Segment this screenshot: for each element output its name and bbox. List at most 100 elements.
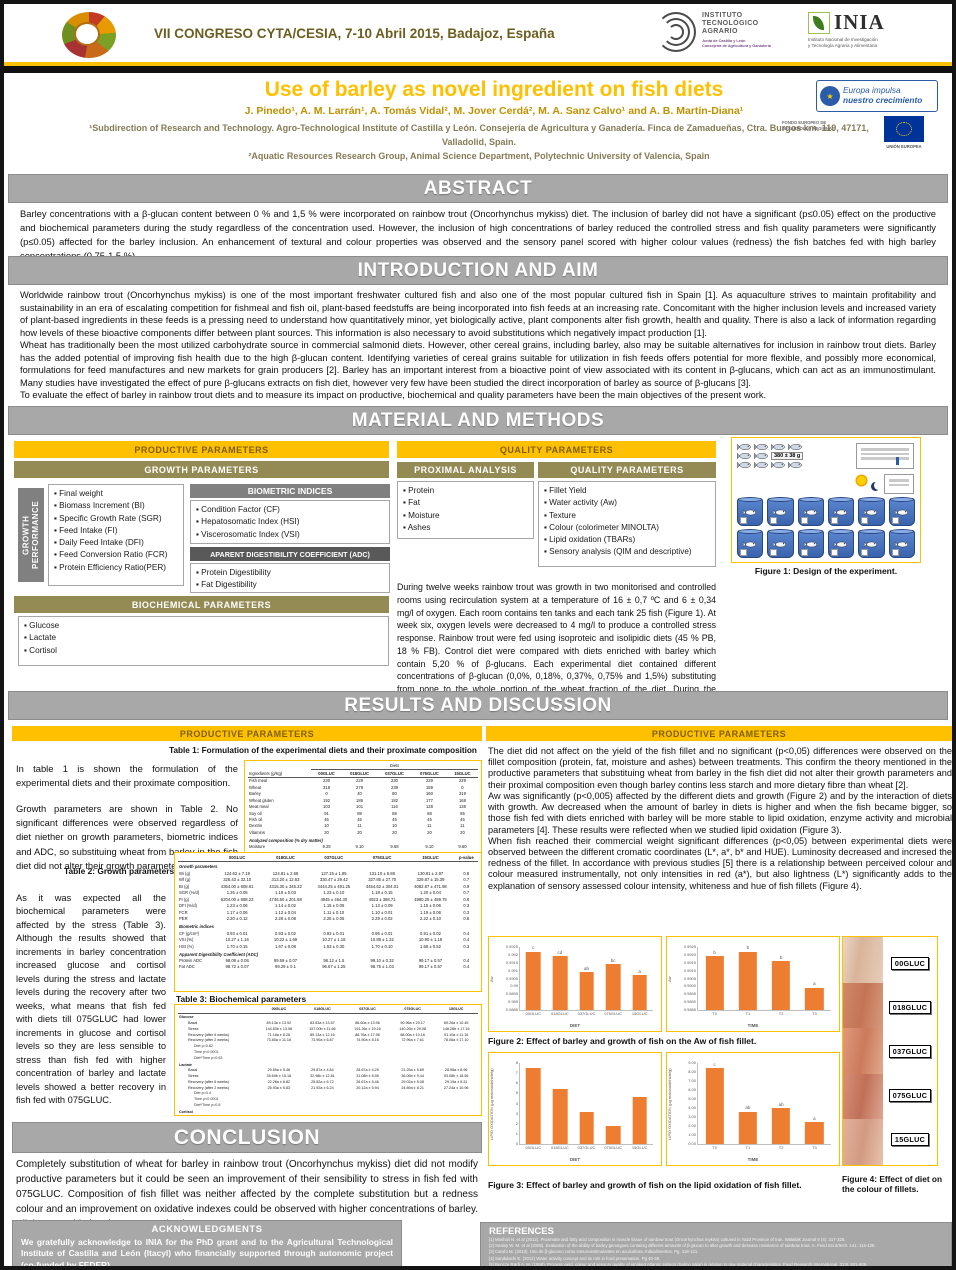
list-item: ▪ Lipid oxidation (TBARs) <box>544 535 636 545</box>
figure4-fillets: 00GLUC 018GLUC 037GLUC 075GLUC 15GLUC <box>842 936 938 1166</box>
eu-stars-icon: ★ <box>820 86 840 106</box>
europa-line1: Europa impulsa <box>843 85 901 96</box>
inia-sub1: Instituto Nacional de Investigación <box>808 37 878 42</box>
results-left-text: In table 1 is shown the formulation of t… <box>16 762 238 873</box>
results-left-p3: As it was expected all the biochemical p… <box>16 893 166 1106</box>
fish-icon <box>771 443 786 451</box>
results-right-p3: When fish reached their commercial weigh… <box>488 835 952 891</box>
methods-heading: MATERIAL AND METHODS <box>8 406 948 435</box>
fillet-photo-037gluc <box>843 1028 883 1074</box>
tank-icon <box>737 529 764 558</box>
list-item: [1] Mashaii N. et al (2012). Proximate a… <box>489 1237 846 1242</box>
chart-bar: c <box>525 946 541 1010</box>
introduction-text: Worldwide rainbow trout (Oncorhynchus my… <box>20 289 936 402</box>
adc-list: ▪ Protein Digestibility ▪ Fat Digestibili… <box>190 563 390 593</box>
table3: 00GLUC 018GLUC 037GLUC 075GLUC 15GLUC Glucose… <box>174 1004 482 1116</box>
chart-bar <box>605 1125 621 1144</box>
table2-caption: Table 2: Growth parameters <box>64 866 175 876</box>
chart-bar: c <box>705 1062 724 1144</box>
biochemical-list: ▪ Glucose ▪ Lactate ▪ Cortisol <box>18 616 389 666</box>
list-item: ▪ Specific Growth Rate (SGR) <box>54 513 162 523</box>
list-item: ▪ Protein <box>403 486 435 495</box>
list-item: ▪ Colour (colorimeter MINOLTA) <box>544 522 659 532</box>
references-box: REFERENCES [1] Mashaii N. et al (2012). … <box>480 1222 952 1266</box>
list-item: ▪ Final weight <box>54 489 103 498</box>
fillet-diet-label: 00GLUC <box>890 956 930 970</box>
results-heading: RESULTS AND DISCUSSION <box>8 691 948 720</box>
x-axis-label: DIET <box>569 1156 581 1162</box>
fish-icon <box>737 452 752 460</box>
growth-performance-label: GROWTH PERFORMANCE <box>18 488 44 582</box>
results-left-p2: Growth parameters are shown in Table 2. … <box>16 803 238 871</box>
list-item: ▪ Viscerosomatic Index (VSI) <box>196 529 300 539</box>
adc-band: APARENT DIGESTIBILITY COEFFICIENT (ADC) <box>190 547 390 561</box>
chart-bar: cd <box>552 950 568 1010</box>
chart-bar: a <box>805 1116 824 1144</box>
list-item: ▪ Protein Efficiency Ratio(PER) <box>54 562 166 572</box>
affiliation-2: ²Aquatic Resources Research Group, Anima… <box>248 151 710 161</box>
data-table: 00GLUC 018GLUC 037GLUC 075GLUC 15GLUC p-value… <box>178 855 478 971</box>
tank-icon <box>767 497 794 526</box>
eu-label: UNIÓN EUROPEA <box>886 144 922 149</box>
chart-bar: ab <box>738 1106 758 1144</box>
list-item: ▪ Feed Intake (FI) <box>54 525 118 535</box>
aw-by-diet-chart: Aw 0.9885 0.989 0.9895 0.99 0.9905 0.991 0.9915… <box>488 936 662 1032</box>
list-item: ▪ Biomass Increment (BI) <box>54 501 145 511</box>
productive-parameters-band: PRODUCTIVE PARAMETERS <box>14 441 389 458</box>
results-right-text: The diet did not affect on the yield of … <box>488 746 952 892</box>
fish-icon <box>737 443 752 451</box>
photoperiod-box <box>884 474 914 494</box>
list-item: ▪ Condition Factor (CF) <box>196 505 280 514</box>
acknowledgments-heading: ACKNOWLEDGMENTS <box>151 1224 263 1235</box>
figure2-caption: Figure 2: Effect of barley and growth of… <box>488 1036 757 1046</box>
figure3: LIPID OXIDATION (µg malonaldehide/g) 0 1 2 3… <box>488 1052 840 1166</box>
sun-icon <box>857 476 866 485</box>
congress-title: VII CONGRESO CYTA/CESIA, 7-10 Abril 2015… <box>154 26 555 41</box>
inia-leaf-icon <box>808 11 830 34</box>
eu-flag-icon <box>884 116 924 142</box>
list-item: ▪ Lactate <box>24 633 57 643</box>
fillet-diet-label: 15GLUC <box>890 1132 930 1146</box>
figure2: Aw 0.9885 0.989 0.9895 0.99 0.9905 0.991 0.9915… <box>488 936 840 1032</box>
quality-sub-band: QUALITY PARAMETERS <box>538 462 716 478</box>
results-left-band: PRODUCTIVE PARAMETERS <box>12 726 482 741</box>
fillet-diet-label: 018GLUC <box>888 1000 932 1014</box>
itacyl-logo: INSTITUTO TECNOLÓGICO AGRARIO Junta de C… <box>656 12 771 52</box>
affiliation-1: ¹Subdirection of Research and Technology… <box>89 123 869 147</box>
tank-icon <box>888 529 915 558</box>
itacyl-line1: INSTITUTO <box>702 12 743 19</box>
list-item: ▪ Water activity (Aw) <box>544 498 617 508</box>
list-item: ▪ Cortisol <box>24 645 57 655</box>
fish-icon <box>754 443 769 451</box>
results-right-p1: The diet did not affect on the yield of … <box>488 746 952 790</box>
lipid-oxidation-by-diet-chart: LIPID OXIDATION (µg malonaldehide/g) 0 1 2 3… <box>488 1052 662 1166</box>
list-item: [4] Sandulachi E. (2012) Water activity … <box>489 1255 661 1261</box>
chart-bar: b <box>738 946 758 1010</box>
list-item: ▪ Hepatosomatic Index (HSI) <box>196 517 300 527</box>
tank-icon <box>828 529 855 558</box>
list-item: ▪ Sensory analysis (QIM and descriptive) <box>544 547 692 557</box>
list-item: ▪ Moisture <box>403 510 440 520</box>
feder-label: FONDO EUROPEO DE DESARROLLO REGIONAL <box>782 120 835 131</box>
authors: J. Pinedo¹, A. M. Larrán¹, A. Tomás Vida… <box>244 105 744 117</box>
fish-icon <box>754 452 769 460</box>
biometric-indices-list: ▪ Condition Factor (CF) ▪ Hepatosomatic I… <box>190 500 390 544</box>
data-table: 00GLUC 018GLUC 037GLUC 075GLUC 15GLUC Glucose… <box>178 1007 478 1115</box>
list-item: ▪ Texture <box>544 510 576 520</box>
tank-conditions-box <box>856 443 914 469</box>
conclusion-heading: CONCLUSION <box>12 1122 482 1153</box>
fish-icon <box>788 443 803 451</box>
list-item: ▪ Feed Conversion Ratio (FCR) <box>54 550 168 560</box>
tank-grid <box>737 497 915 558</box>
itacyl-line3: AGRARIO <box>702 28 738 36</box>
figure4-caption: Figure 4: Effect of diet on the colour o… <box>842 1174 943 1194</box>
chart-bar: b <box>771 955 791 1010</box>
introduction-p1: Worldwide rainbow trout (Oncorhynchus my… <box>20 290 936 338</box>
quality-list: ▪ Fillet Yield ▪ Water activity (Aw) ▪ Tex… <box>538 481 716 567</box>
lipid-oxidation-by-time-chart: LIPID OXIDATION (µg malonaldehide/g) 0.00… <box>666 1052 840 1166</box>
fillet-photo-075gluc <box>843 1073 883 1120</box>
list-item: ▪ Protein Digestibility <box>196 568 271 577</box>
chart-bar: bc <box>605 958 621 1010</box>
list-item: ▪ Glucose <box>24 621 60 630</box>
table3-caption: Table 3: Biochemical parameters <box>176 994 307 1004</box>
